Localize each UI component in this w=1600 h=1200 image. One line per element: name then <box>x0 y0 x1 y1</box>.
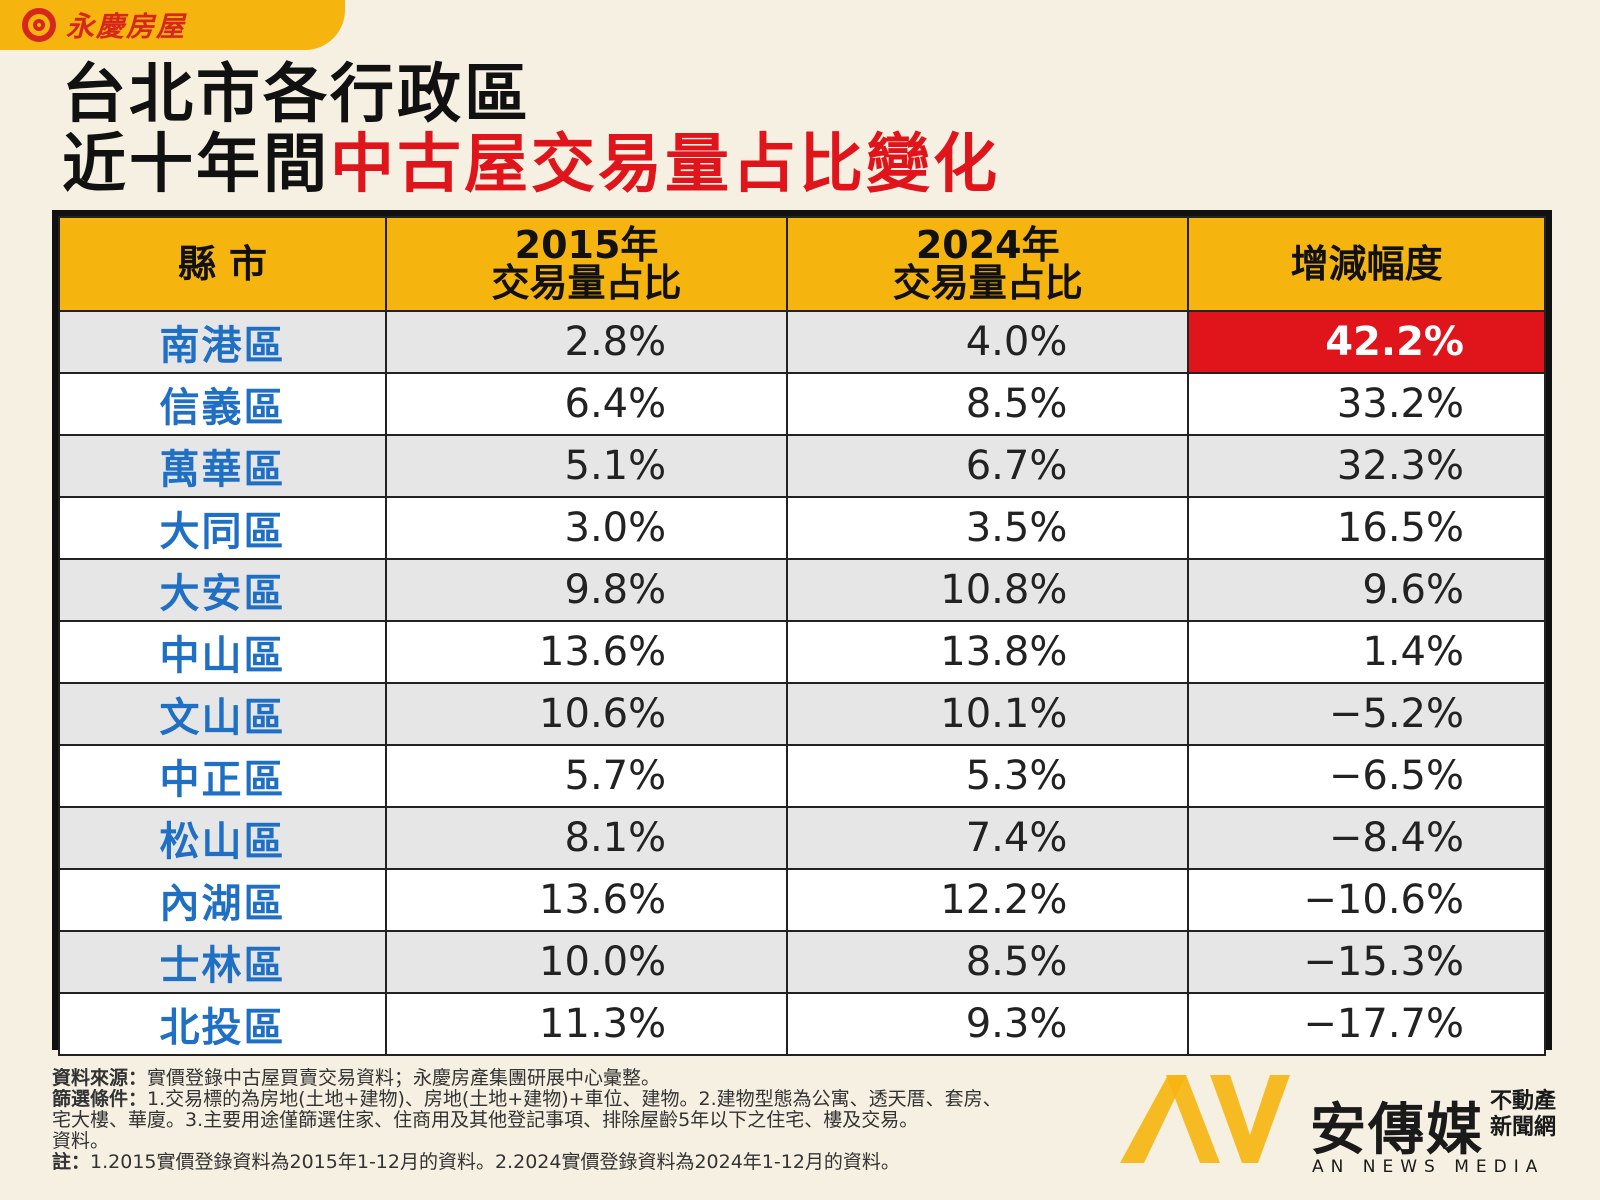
header-2024-year: 2024年 <box>915 223 1060 267</box>
cell-2024: 8.5% <box>786 930 1190 994</box>
brand-tab: 永慶房屋 <box>0 0 345 50</box>
table-body: 南港區 2.8% 4.0% 42.2% 信義區 6.4% 8.5% 33.2% 萬華區 5.1% 6… <box>58 310 1546 1056</box>
cell-2024: 8.5% <box>786 372 1190 436</box>
cell-change: 32.3% <box>1187 434 1546 498</box>
cell-change: −10.6% <box>1187 868 1546 932</box>
cell-2015: 13.6% <box>384 620 789 684</box>
table-row: 大安區 9.8% 10.8% 9.6% <box>58 558 1546 622</box>
cell-district: 中山區 <box>58 620 387 684</box>
header-2015-year: 2015年 <box>514 223 659 267</box>
cell-2015: 10.0% <box>384 930 789 994</box>
header-change: 增減幅度 <box>1187 216 1546 312</box>
note-filter-text: 1.交易標的為房地(土地+建物)、房地(土地+建物)+車位、建物。2.建物型態為… <box>147 1089 1002 1110</box>
table-row: 南港區 2.8% 4.0% 42.2% <box>58 310 1546 374</box>
cell-2015: 6.4% <box>384 372 789 436</box>
cell-district: 松山區 <box>58 806 387 870</box>
cell-district: 北投區 <box>58 992 387 1056</box>
cell-change: −15.3% <box>1187 930 1546 994</box>
cell-district: 大安區 <box>58 558 387 622</box>
cell-2015: 3.0% <box>384 496 789 560</box>
cell-2015: 10.6% <box>384 682 789 746</box>
cell-2024: 10.8% <box>786 558 1190 622</box>
table-row: 松山區 8.1% 7.4% −8.4% <box>58 806 1546 870</box>
cell-district: 內湖區 <box>58 868 387 932</box>
table-row: 大同區 3.0% 3.5% 16.5% <box>58 496 1546 560</box>
cell-district: 信義區 <box>58 372 387 436</box>
title-line-2: 近十年間中古屋交易量占比變化 <box>62 130 1000 200</box>
data-table: 縣 市 2015年 交易量占比 2024年 交易量占比 增減幅度 南港區 2.8%… <box>58 216 1546 1056</box>
header-2015-label: 交易量占比 <box>491 261 682 305</box>
cell-change: −5.2% <box>1187 682 1546 746</box>
cell-2024: 7.4% <box>786 806 1190 870</box>
cell-district: 中正區 <box>58 744 387 808</box>
watermark-subtitle: AN NEWS MEDIA <box>1312 1157 1545 1177</box>
cell-change: 16.5% <box>1187 496 1546 560</box>
watermark-tag-1: 不動產 <box>1490 1089 1557 1114</box>
cell-2015: 2.8% <box>384 310 789 374</box>
cell-district: 大同區 <box>58 496 387 560</box>
cell-change: −8.4% <box>1187 806 1546 870</box>
cell-2015: 11.3% <box>384 992 789 1056</box>
header-2024-label: 交易量占比 <box>892 261 1083 305</box>
cell-district: 文山區 <box>58 682 387 746</box>
note-remark: 註：1.2015實價登錄資料為2015年1-12月的資料。2.2024實價登錄資… <box>52 1152 1552 1173</box>
title-line-1: 台北市各行政區 <box>62 58 531 132</box>
note-source-text: 實價登錄中古屋買賣交易資料；永慶房產集團研展中心彙整。 <box>147 1068 661 1089</box>
footnotes: 資料來源：實價登錄中古屋買賣交易資料；永慶房產集團研展中心彙整。 篩選條件：1.… <box>52 1068 1552 1173</box>
data-table-frame: 縣 市 2015年 交易量占比 2024年 交易量占比 增減幅度 南港區 2.8%… <box>52 210 1552 1056</box>
table-row: 士林區 10.0% 8.5% −15.3% <box>58 930 1546 994</box>
cell-2024: 4.0% <box>786 310 1190 374</box>
cell-2015: 8.1% <box>384 806 789 870</box>
brand-name: 永慶房屋 <box>66 10 187 43</box>
watermark-name: 安傳媒 <box>1310 1098 1484 1163</box>
cell-2015: 5.7% <box>384 744 789 808</box>
watermark: 安傳媒 不動產 新聞網 AN NEWS MEDIA <box>1120 1075 1570 1185</box>
note-filter-label: 篩選條件： <box>52 1089 148 1110</box>
table-row: 北投區 11.3% 9.3% −17.7% <box>58 992 1546 1056</box>
note-source-label: 資料來源： <box>52 1068 148 1089</box>
cell-change: −17.7% <box>1187 992 1546 1056</box>
header-2015: 2015年 交易量占比 <box>384 216 789 312</box>
table-row: 內湖區 13.6% 12.2% −10.6% <box>58 868 1546 932</box>
cell-2024: 13.8% <box>786 620 1190 684</box>
cell-district: 士林區 <box>58 930 387 994</box>
cell-2024: 10.1% <box>786 682 1190 746</box>
title-line-2-red: 中古屋交易量占比變化 <box>330 128 1000 202</box>
table-row: 中山區 13.6% 13.8% 1.4% <box>58 620 1546 684</box>
note-remark-text: 1.2015實價登錄資料為2015年1-12月的資料。2.2024實價登錄資料為… <box>90 1152 900 1173</box>
table-row: 信義區 6.4% 8.5% 33.2% <box>58 372 1546 436</box>
cell-district: 南港區 <box>58 310 387 374</box>
title-line-2-black: 近十年間 <box>62 128 330 202</box>
note-filter: 篩選條件：1.交易標的為房地(土地+建物)、房地(土地+建物)+車位、建物。2.… <box>52 1089 1552 1110</box>
cell-district: 萬華區 <box>58 434 387 498</box>
table-row: 萬華區 5.1% 6.7% 32.3% <box>58 434 1546 498</box>
table-header-row: 縣 市 2015年 交易量占比 2024年 交易量占比 增減幅度 <box>58 216 1546 312</box>
cell-2024: 9.3% <box>786 992 1190 1056</box>
watermark-tag: 不動產 新聞網 <box>1490 1089 1556 1141</box>
cell-2024: 6.7% <box>786 434 1190 498</box>
header-district: 縣 市 <box>58 216 387 312</box>
table-row: 文山區 10.6% 10.1% −5.2% <box>58 682 1546 746</box>
cell-2024: 3.5% <box>786 496 1190 560</box>
cell-2024: 12.2% <box>786 868 1190 932</box>
cell-change: 33.2% <box>1187 372 1546 436</box>
note-remark-label: 註： <box>52 1152 91 1173</box>
note-source: 資料來源：實價登錄中古屋買賣交易資料；永慶房產集團研展中心彙整。 <box>52 1068 1552 1089</box>
table-row: 中正區 5.7% 5.3% −6.5% <box>58 744 1546 808</box>
cell-change: 9.6% <box>1187 558 1546 622</box>
page-title: 台北市各行政區 近十年間中古屋交易量占比變化 <box>62 60 1000 200</box>
cell-2015: 9.8% <box>384 558 789 622</box>
an-news-logo-icon <box>1120 1075 1290 1163</box>
note-filter-cont: 宅大樓、華廈。3.主要用途僅篩選住家、住商用及其他登記事項、排除屋齡5年以下之住… <box>52 1110 919 1131</box>
cell-2015: 13.6% <box>384 868 789 932</box>
cell-change: −6.5% <box>1187 744 1546 808</box>
header-2024: 2024年 交易量占比 <box>786 216 1190 312</box>
cell-2024: 5.3% <box>786 744 1190 808</box>
brand-logo-icon <box>22 8 56 42</box>
cell-change: 1.4% <box>1187 620 1546 684</box>
watermark-tag-2: 新聞網 <box>1490 1115 1557 1140</box>
cell-change: 42.2% <box>1187 310 1546 374</box>
note-filter-cont-2: 資料。 <box>52 1131 110 1152</box>
cell-2015: 5.1% <box>384 434 789 498</box>
